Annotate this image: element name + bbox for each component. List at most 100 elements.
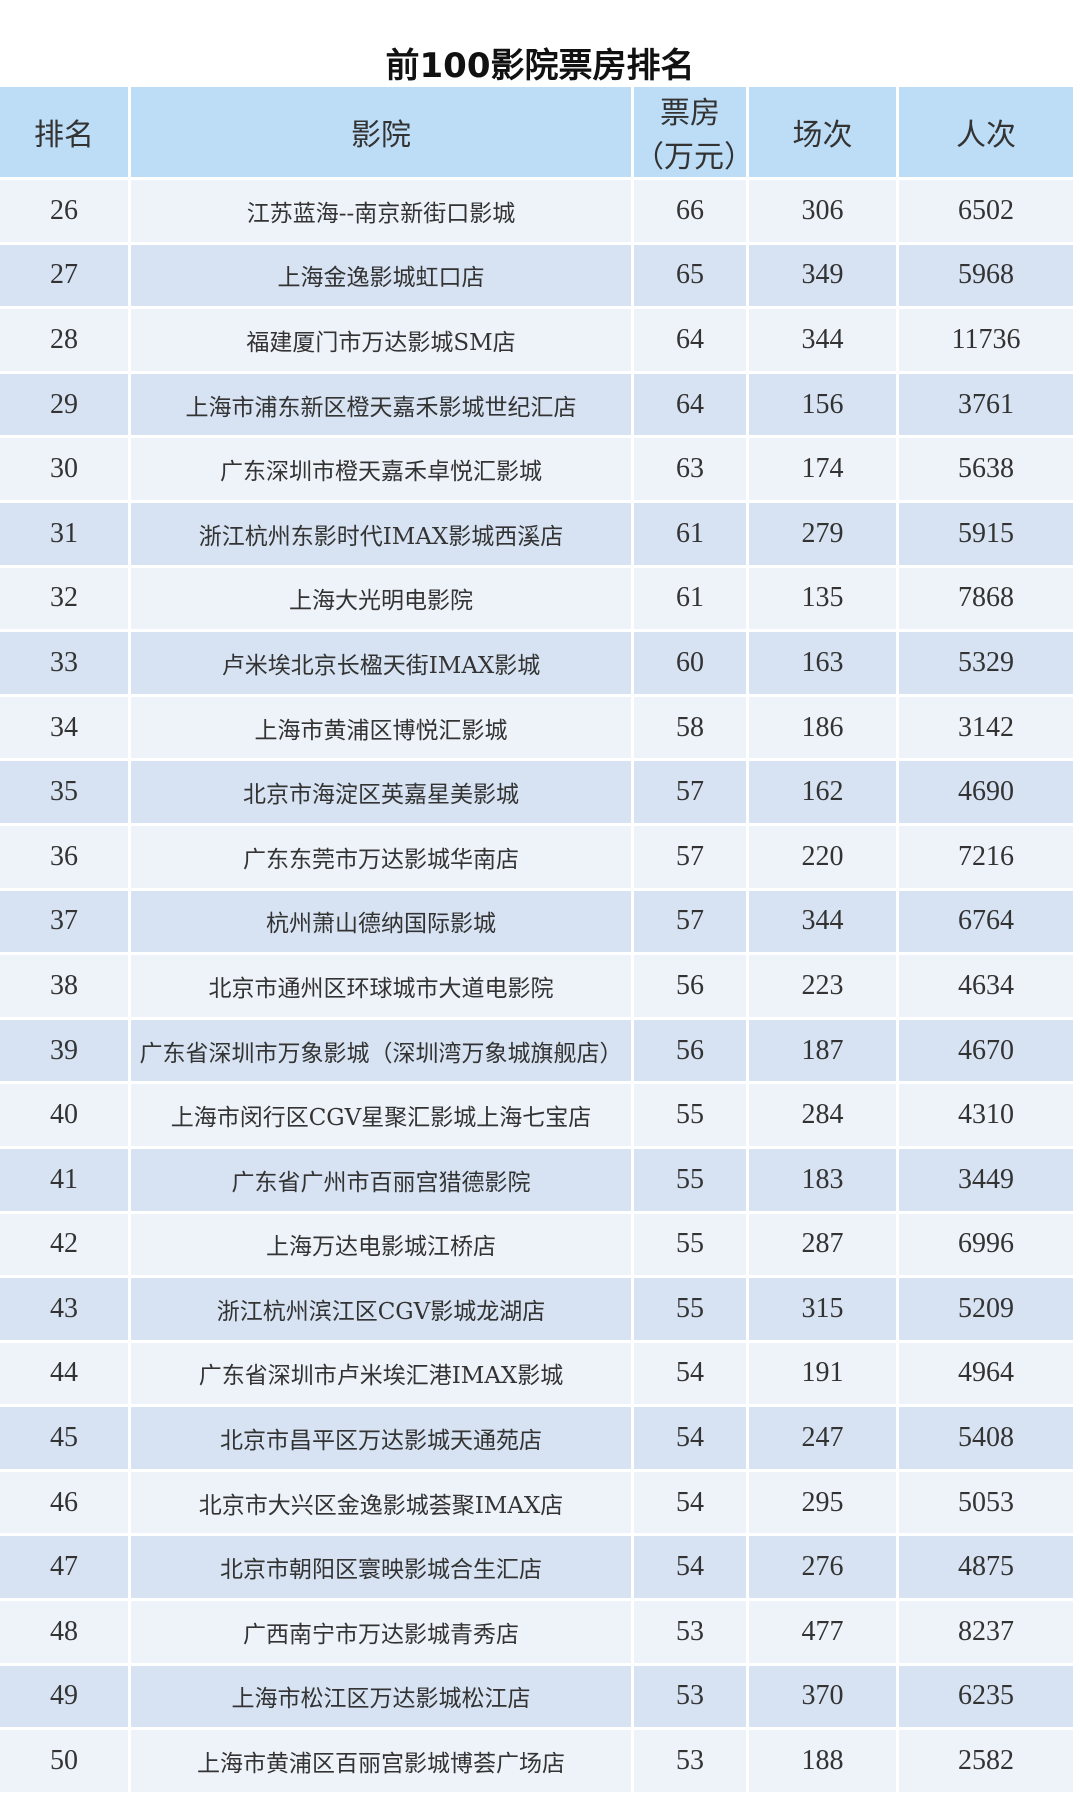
table-cell: 5915	[899, 502, 1076, 565]
table-cell: 4875	[899, 1536, 1076, 1599]
table-cell: 41	[0, 1148, 131, 1211]
table-row: 27 上海金逸影城虹口店 65 349 5968	[0, 244, 1076, 310]
table-cell: 38	[0, 955, 131, 1017]
table-cell: 44	[0, 1342, 131, 1405]
table-cell: 306	[749, 180, 899, 242]
table-cell: 191	[749, 1342, 899, 1405]
table-cell: 220	[749, 825, 899, 888]
table-cell: 上海大光明电影院	[131, 567, 634, 630]
table-cell: 295	[749, 1471, 899, 1534]
table-cell: 54	[634, 1407, 749, 1469]
table-cell: 上海市浦东新区橙天嘉禾影城世纪汇店	[131, 373, 634, 436]
header-text: （万元）	[634, 140, 754, 175]
table-row: 30 广东深圳市橙天嘉禾卓悦汇影城 63 174 5638	[0, 438, 1076, 503]
table-cell: 35	[0, 761, 131, 823]
table-row: 40 上海市闵行区CGV星聚汇影城上海七宝店 55 284 4310	[0, 1084, 1076, 1149]
table-cell: 49	[0, 1665, 131, 1728]
table-cell: 61	[634, 502, 749, 565]
table-cell: 3761	[899, 373, 1076, 436]
table-cell: 279	[749, 502, 899, 565]
table-cell: 47	[0, 1536, 131, 1599]
table-cell: 4670	[899, 1019, 1076, 1082]
table-cell: 6764	[899, 890, 1076, 953]
table-row: 41 广东省广州市百丽宫猎德影院 55 183 3449	[0, 1148, 1076, 1214]
table-cell: 64	[634, 373, 749, 436]
table-cell: 57	[634, 890, 749, 953]
table-cell: 66	[634, 180, 749, 242]
table-cell: 55	[634, 1148, 749, 1211]
table-cell: 247	[749, 1407, 899, 1469]
table-row: 50 上海市黄浦区百丽宫影城博荟广场店 53 188 2582	[0, 1730, 1076, 1795]
table-row: 48 广西南宁市万达影城青秀店 53 477 8237	[0, 1601, 1076, 1666]
table-cell: 344	[749, 890, 899, 953]
table-cell: 北京市通州区环球城市大道电影院	[131, 955, 634, 1017]
table-cell: 188	[749, 1730, 899, 1792]
table-row: 31 浙江杭州东影时代IMAX影城西溪店 61 279 5915	[0, 502, 1076, 568]
table-row: 49 上海市松江区万达影城松江店 53 370 6235	[0, 1665, 1076, 1731]
table-cell: 6502	[899, 180, 1076, 242]
table-cell: 46	[0, 1471, 131, 1534]
table-cell: 北京市大兴区金逸影城荟聚IMAX店	[131, 1471, 634, 1534]
table-cell: 36	[0, 825, 131, 888]
table-cell: 183	[749, 1148, 899, 1211]
table-cell: 53	[634, 1665, 749, 1728]
table-cell: 广西南宁市万达影城青秀店	[131, 1601, 634, 1663]
table-cell: 60	[634, 632, 749, 694]
table-cell: 4310	[899, 1084, 1076, 1146]
table-row: 38 北京市通州区环球城市大道电影院 56 223 4634	[0, 955, 1076, 1020]
header-text: 票房	[660, 96, 720, 131]
header-cell: 票房 （万元）	[634, 87, 754, 177]
table-cell: 287	[749, 1213, 899, 1276]
table-cell: 广东省广州市百丽宫猎德影院	[131, 1148, 634, 1211]
table-cell: 40	[0, 1084, 131, 1146]
table-cell: 135	[749, 567, 899, 630]
header-cell: 影院	[131, 87, 634, 177]
table-cell: 北京市海淀区英嘉星美影城	[131, 761, 634, 823]
header-row: 排名 影院 票房 （万元） 场次 人次	[0, 87, 1076, 180]
table-cell: 54	[634, 1342, 749, 1405]
table-cell: 56	[634, 955, 749, 1017]
table-cell: 156	[749, 373, 899, 436]
table-cell: 江苏蓝海--南京新街口影城	[131, 180, 634, 242]
table-cell: 57	[634, 825, 749, 888]
table-cell: 广东深圳市橙天嘉禾卓悦汇影城	[131, 438, 634, 500]
table-row: 33 卢米埃北京长楹天街IMAX影城 60 163 5329	[0, 632, 1076, 697]
table-cell: 上海市黄浦区博悦汇影城	[131, 696, 634, 759]
table-cell: 7216	[899, 825, 1076, 888]
header-cell: 排名	[0, 87, 131, 177]
table-cell: 42	[0, 1213, 131, 1276]
table-cell: 37	[0, 890, 131, 953]
table-cell: 4964	[899, 1342, 1076, 1405]
table-cell: 3142	[899, 696, 1076, 759]
table-cell: 4634	[899, 955, 1076, 1017]
table-row: 35 北京市海淀区英嘉星美影城 57 162 4690	[0, 761, 1076, 826]
table-cell: 上海万达电影城江桥店	[131, 1213, 634, 1276]
table-cell: 186	[749, 696, 899, 759]
table-cell: 61	[634, 567, 749, 630]
table-cell: 54	[634, 1536, 749, 1599]
table-cell: 浙江杭州东影时代IMAX影城西溪店	[131, 502, 634, 565]
table-row: 36 广东东莞市万达影城华南店 57 220 7216	[0, 825, 1076, 891]
table-cell: 32	[0, 567, 131, 630]
table-cell: 5053	[899, 1471, 1076, 1534]
table-cell: 43	[0, 1278, 131, 1340]
table-cell: 174	[749, 438, 899, 500]
table-cell: 477	[749, 1601, 899, 1663]
table-cell: 广东省深圳市卢米埃汇港IMAX影城	[131, 1342, 634, 1405]
table-cell: 北京市朝阳区寰映影城合生汇店	[131, 1536, 634, 1599]
table-cell: 284	[749, 1084, 899, 1146]
table-cell: 370	[749, 1665, 899, 1728]
table-cell: 39	[0, 1019, 131, 1082]
header-cell: 人次	[899, 87, 1076, 177]
table-cell: 55	[634, 1278, 749, 1340]
table-cell: 344	[749, 309, 899, 371]
table-row: 37 杭州萧山德纳国际影城 57 344 6764	[0, 890, 1076, 956]
table-cell: 58	[634, 696, 749, 759]
table-cell: 64	[634, 309, 749, 371]
table-cell: 53	[634, 1601, 749, 1663]
table-row: 44 广东省深圳市卢米埃汇港IMAX影城 54 191 4964	[0, 1342, 1076, 1408]
table-row: 45 北京市昌平区万达影城天通苑店 54 247 5408	[0, 1407, 1076, 1472]
table-row: 28 福建厦门市万达影城SM店 64 344 11736	[0, 309, 1076, 374]
table-cell: 34	[0, 696, 131, 759]
